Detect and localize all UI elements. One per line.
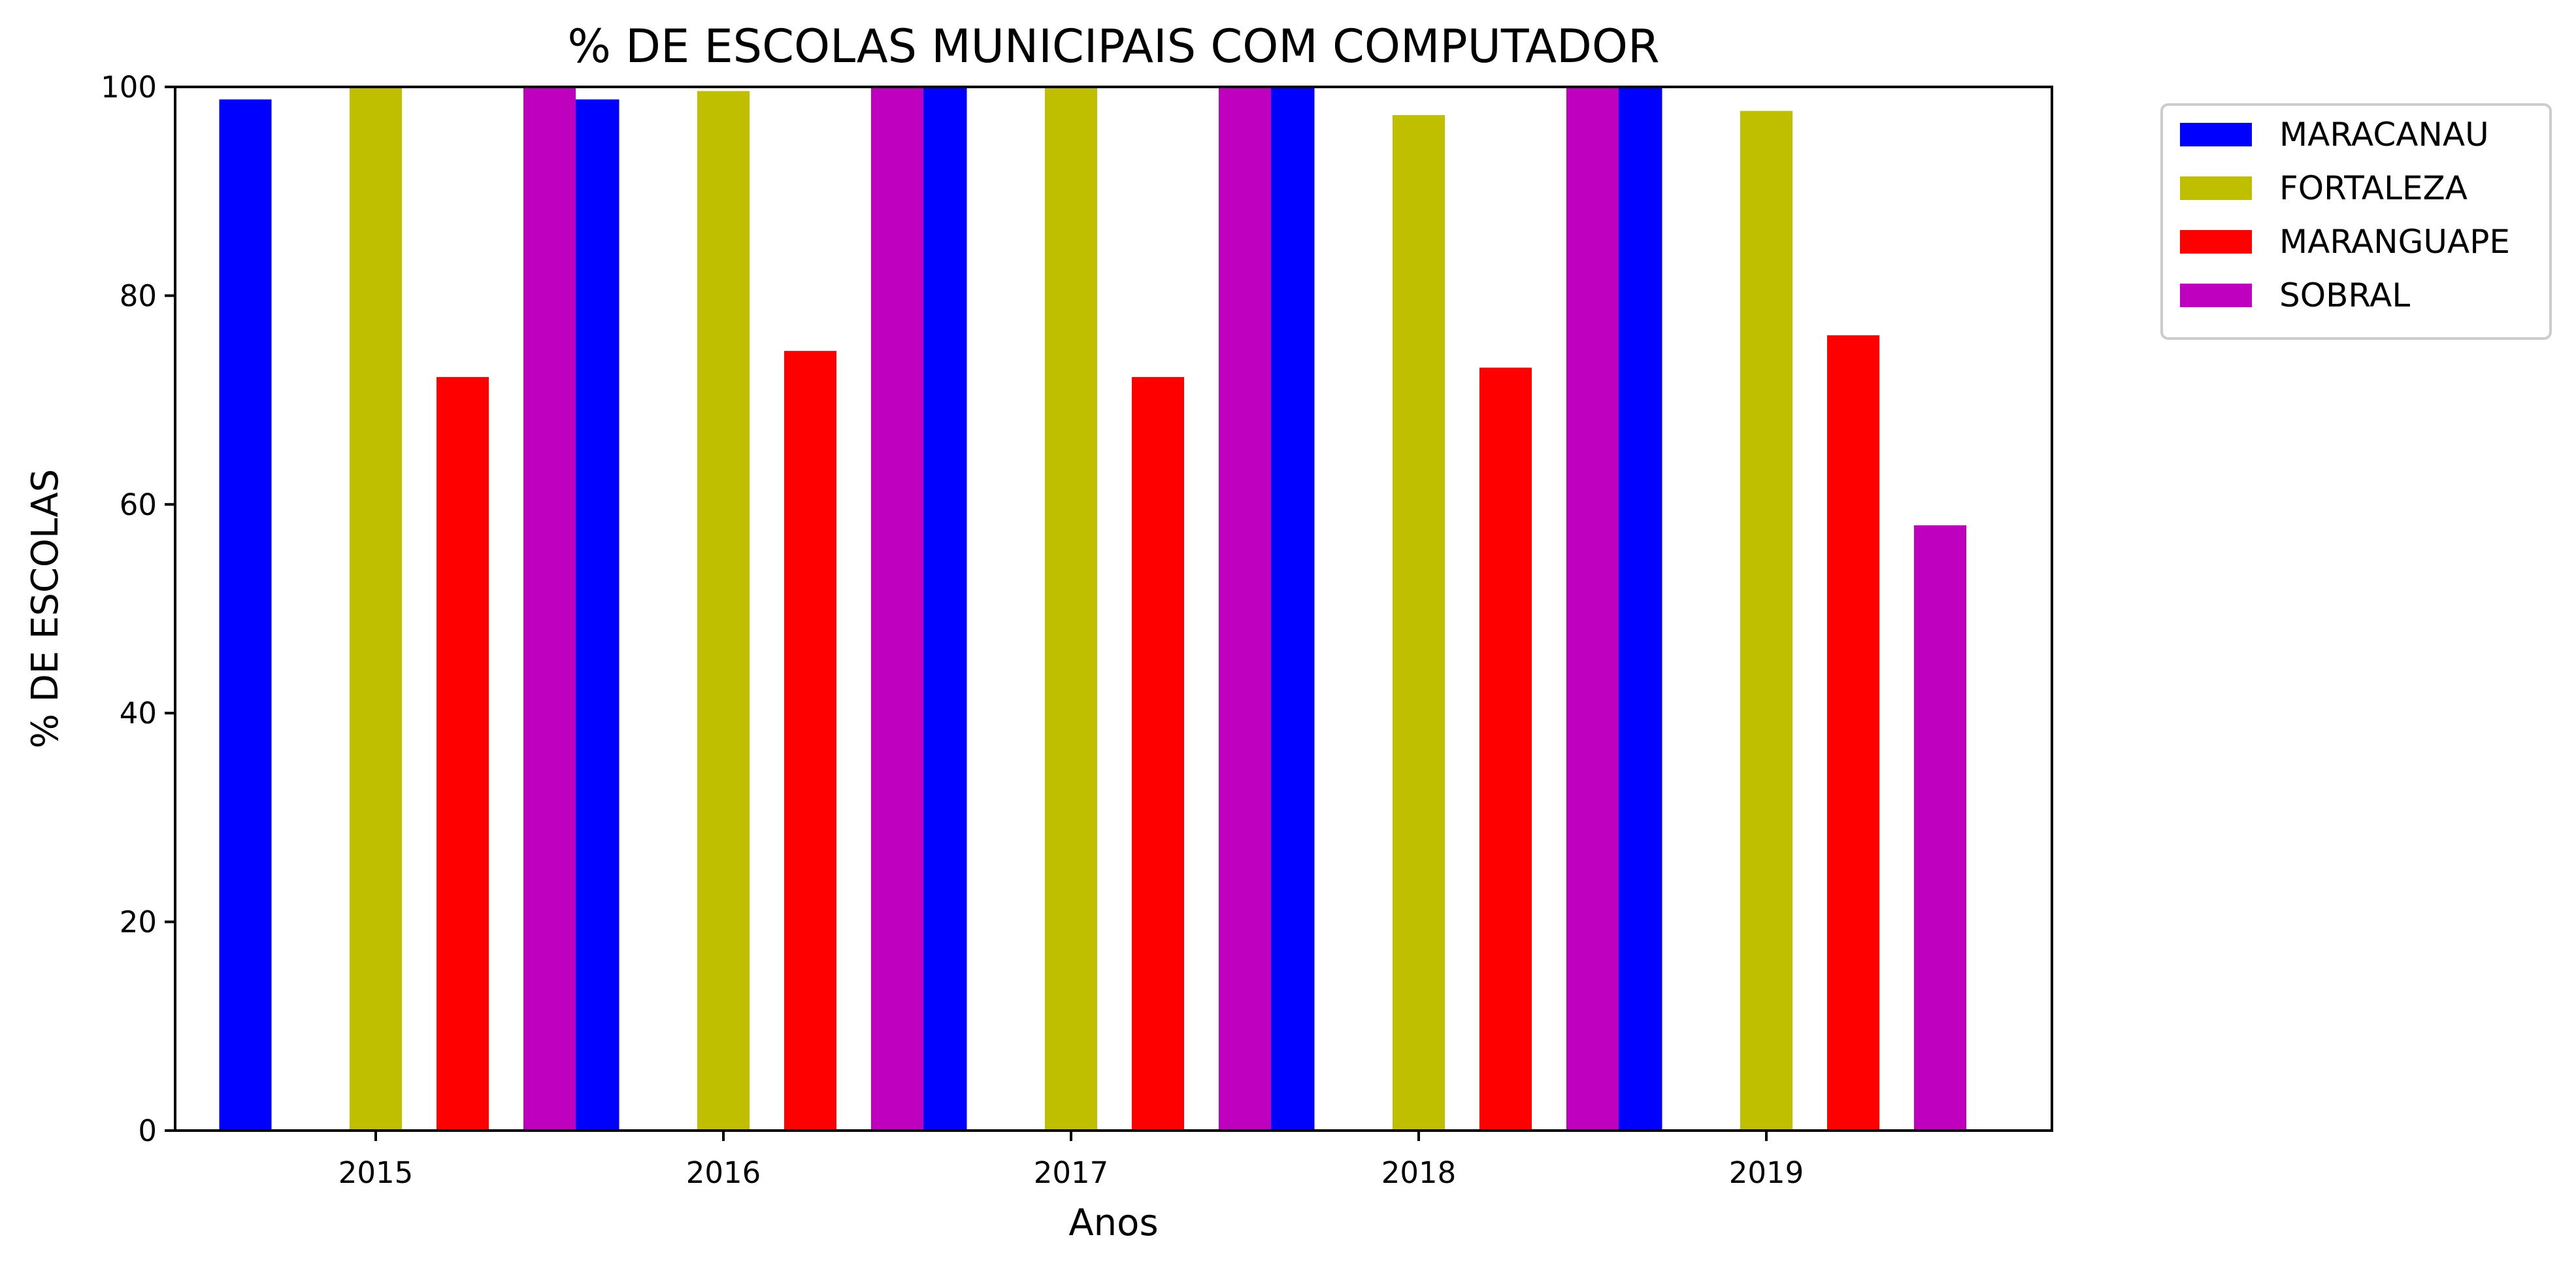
bar-maranguape-2018 <box>1479 367 1532 1131</box>
bar-maranguape-2017 <box>1132 376 1184 1131</box>
bar-fortaleza-2018 <box>1393 115 1445 1131</box>
x-axis-title: Anos <box>1068 1202 1158 1244</box>
y-axis: 0 20 40 60 80 100 <box>101 70 175 1148</box>
bar-fortaleza-2015 <box>350 87 402 1131</box>
x-axis: 2015 2016 2017 2018 2019 <box>339 1131 1804 1190</box>
bar-maranguape-2016 <box>784 351 836 1131</box>
bar-fortaleza-2017 <box>1045 87 1097 1131</box>
legend: MARACANAU FORTALEZA MARANGUAPE SOBRAL <box>2160 103 2552 340</box>
y-tick-label: 0 <box>138 1114 157 1148</box>
x-tick-label: 2018 <box>1381 1155 1457 1190</box>
bar-sobral-2015 <box>523 87 576 1131</box>
y-tick-label: 60 <box>120 488 157 522</box>
bar-maracanau-2015 <box>219 99 272 1131</box>
x-tick-label: 2016 <box>686 1155 761 1190</box>
y-tick-label: 20 <box>120 905 157 940</box>
legend-swatch-sobral <box>2180 284 2252 307</box>
x-tick-label: 2015 <box>339 1155 414 1190</box>
legend-box <box>2160 103 2552 340</box>
plot-frame <box>174 86 2053 1132</box>
bar-sobral-2017 <box>1219 87 1271 1131</box>
legend-label-fortaleza: FORTALEZA <box>2279 169 2468 207</box>
x-tick-label: 2019 <box>1729 1155 1804 1190</box>
legend-label-sobral: SOBRAL <box>2279 276 2410 314</box>
bars-layer <box>219 87 1966 1131</box>
bar-sobral-2016 <box>871 87 923 1131</box>
bar-maranguape-2019 <box>1827 335 1879 1131</box>
legend-swatch-maranguape <box>2180 230 2252 254</box>
bar-maranguape-2015 <box>437 376 489 1131</box>
legend-label-maranguape: MARANGUAPE <box>2279 223 2510 261</box>
bar-sobral-2019 <box>1914 525 1966 1131</box>
bar-fortaleza-2016 <box>697 91 750 1131</box>
y-axis-title: % DE ESCOLAS <box>24 469 67 749</box>
y-tick-label: 80 <box>120 278 157 313</box>
legend-label-maracanau: MARACANAU <box>2279 116 2489 154</box>
legend-swatch-fortaleza <box>2180 176 2252 200</box>
legend-swatch-maracanau <box>2180 123 2252 146</box>
y-tick-label: 100 <box>101 70 157 105</box>
y-tick-label: 40 <box>120 696 157 731</box>
bar-fortaleza-2019 <box>1740 110 1792 1131</box>
x-tick-label: 2017 <box>1034 1155 1109 1190</box>
bar-sobral-2018 <box>1566 87 1619 1131</box>
chart-title: % DE ESCOLAS MUNICIPAIS COM COMPUTADOR <box>567 20 1659 73</box>
